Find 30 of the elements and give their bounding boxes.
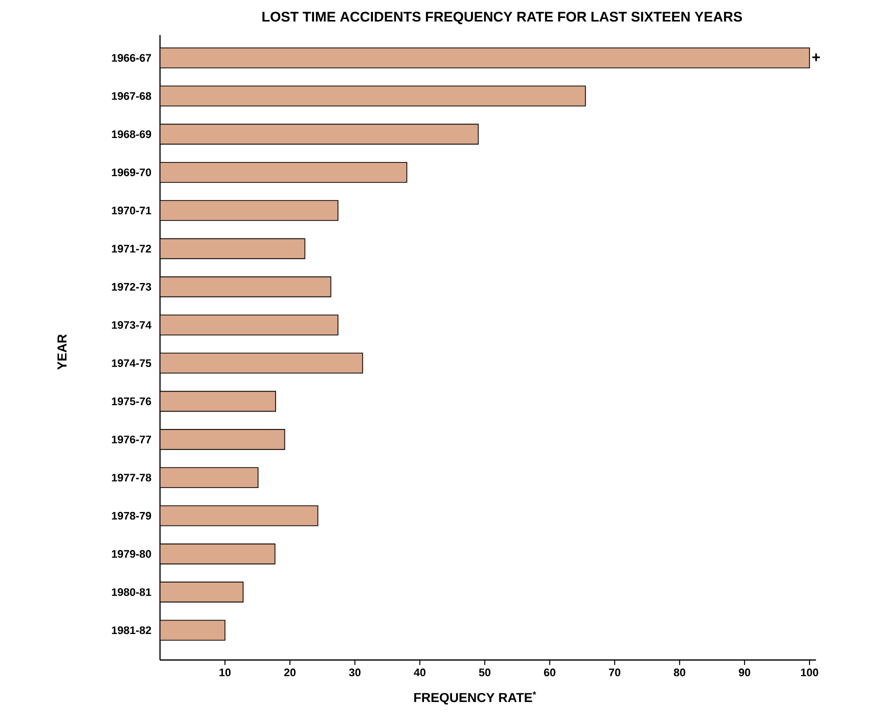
y-tick-label: 1981-82: [112, 626, 152, 634]
x-tick-label: 60: [544, 668, 556, 676]
x-tick-label: 100: [801, 668, 818, 676]
y-tick-label: 1980-81: [112, 588, 152, 596]
y-tick-label: 1967-68: [112, 92, 152, 100]
x-tick-label: 20: [284, 668, 296, 676]
y-tick-label: 1977-78: [112, 474, 152, 482]
y-tick-label: 1979-80: [112, 550, 152, 558]
x-axis-title: FREQUENCY RATE$^{*}$: [414, 691, 536, 705]
y-tick-label: 1976-77: [112, 436, 151, 444]
y-tick-label: 1971-72: [112, 244, 152, 253]
x-tick-label: 70: [609, 668, 620, 676]
y-tick-label: 1969-70: [112, 168, 152, 176]
y-tick-label: 1975-76: [112, 397, 152, 406]
x-tick-label: 30: [349, 668, 360, 676]
y-tick-label: 1973-74: [112, 321, 152, 329]
x-tick-label: 40: [414, 668, 426, 676]
chart-title: LOST TIME ACCIDENTS FREQUENCY RATE FOR LAST SIXTEEN YEARS: [262, 12, 742, 24]
y-tick-label: 1968-69: [112, 130, 152, 138]
x-tick-label: 10: [220, 668, 231, 676]
y-tick-label: 1970-71: [112, 206, 152, 214]
x-tick-label: 50: [479, 668, 490, 676]
y-tick-label: 1974-75: [112, 359, 152, 368]
y-tick-label: 1978-79: [112, 512, 152, 520]
x-tick-label: 90: [738, 668, 750, 676]
y-tick-label: 1966-67: [112, 54, 151, 62]
y-axis-title: YEAR: [58, 334, 66, 370]
y-tick-label: 1972-73: [112, 282, 152, 291]
annotation: +: [812, 54, 820, 62]
x-tick-label: 80: [674, 668, 686, 676]
